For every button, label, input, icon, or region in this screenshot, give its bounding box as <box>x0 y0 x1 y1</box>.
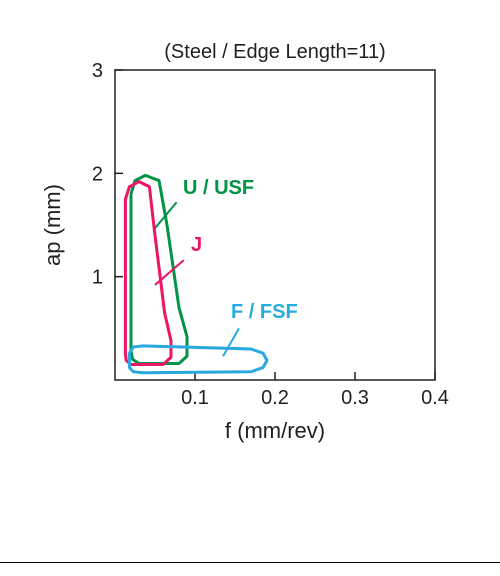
chart-title: (Steel / Edge Length=11) <box>164 41 385 63</box>
svg-text:0.3: 0.3 <box>341 387 369 409</box>
series-label: U / USF <box>183 177 254 199</box>
svg-text:0.4: 0.4 <box>421 387 449 409</box>
svg-text:1: 1 <box>92 267 103 289</box>
series-label: J <box>191 234 202 256</box>
svg-text:3: 3 <box>92 60 103 82</box>
chart-container: (Steel / Edge Length=11) 0.1 0.2 0.3 0.4 1 2 3 f… <box>30 30 470 470</box>
svg-text:0.1: 0.1 <box>181 387 209 409</box>
y-axis-label: ap (mm) <box>40 184 65 266</box>
svg-text:0.2: 0.2 <box>261 387 289 409</box>
x-axis-label: f (mm/rev) <box>225 418 325 443</box>
series-label: F / FSF <box>231 301 298 323</box>
chart-svg: (Steel / Edge Length=11) 0.1 0.2 0.3 0.4 1 2 3 f… <box>30 30 470 470</box>
svg-text:2: 2 <box>92 163 103 185</box>
footer-divider <box>0 562 500 563</box>
